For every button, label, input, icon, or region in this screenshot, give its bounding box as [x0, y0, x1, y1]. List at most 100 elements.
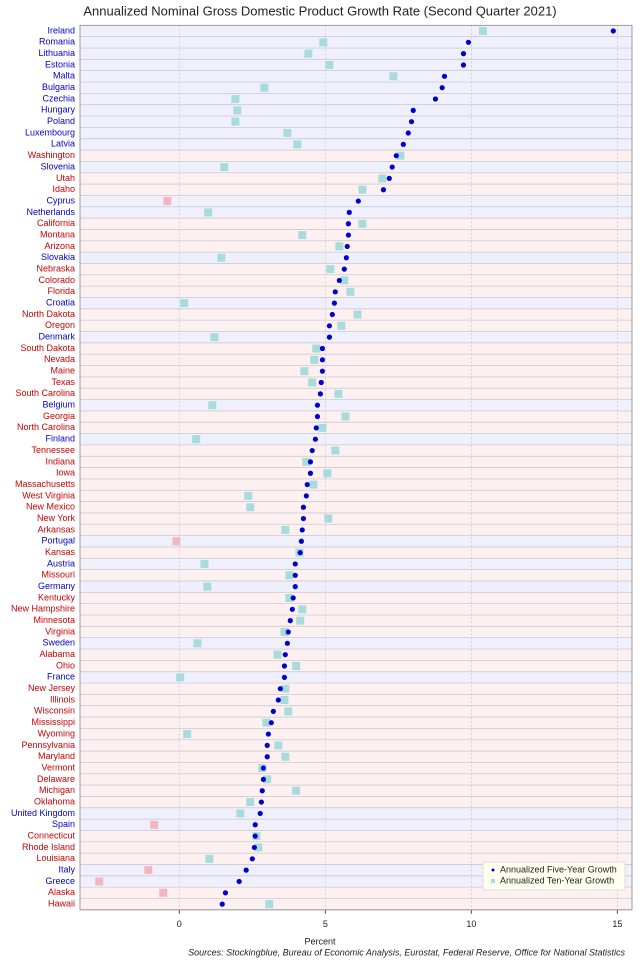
category-label: Maryland — [38, 751, 75, 761]
five-year-marker — [292, 561, 298, 567]
ten-year-marker — [326, 265, 335, 274]
row-band — [80, 841, 632, 854]
ten-year-marker — [281, 752, 290, 761]
five-year-marker — [465, 39, 472, 45]
row-band — [80, 614, 632, 627]
ten-year-marker — [300, 367, 309, 376]
category-label: Latvia — [51, 139, 75, 149]
ten-year-marker — [312, 344, 321, 353]
five-year-marker — [270, 708, 276, 714]
source-note: Sources: Stockingblue, Bureau of Economi… — [188, 947, 625, 957]
ten-year-marker — [210, 333, 219, 342]
plot-frame — [79, 24, 633, 911]
row-band — [80, 229, 632, 241]
row-band — [80, 342, 632, 355]
category-label: Lithuania — [38, 48, 75, 58]
category-label: Greece — [45, 876, 75, 886]
five-year-marker — [319, 368, 326, 374]
ten-year-marker — [324, 514, 333, 523]
row-band — [80, 819, 632, 831]
category-label: Portugal — [41, 536, 75, 546]
row-band — [80, 717, 632, 729]
ten-year-marker — [298, 605, 307, 614]
x-axis-label: Percent — [304, 936, 336, 946]
row-band — [80, 422, 632, 434]
five-year-marker — [380, 187, 387, 193]
five-year-marker — [313, 425, 319, 431]
legend-marker — [491, 868, 495, 872]
five-year-marker — [264, 754, 270, 760]
ten-year-marker — [340, 276, 349, 285]
row-band — [80, 524, 632, 536]
five-year-marker — [275, 697, 281, 703]
category-label: Poland — [47, 116, 75, 126]
row-band — [80, 104, 632, 117]
category-label: Cyprus — [46, 195, 75, 205]
five-year-marker — [292, 572, 298, 578]
ten-year-marker — [246, 503, 255, 512]
ten-year-marker — [203, 582, 212, 591]
category-label: Spain — [52, 819, 75, 829]
row-band — [80, 331, 632, 343]
ten-year-marker — [334, 389, 343, 398]
five-year-marker — [318, 379, 324, 386]
ten-year-marker — [159, 888, 168, 897]
five-year-marker — [314, 402, 321, 408]
row-band — [80, 773, 632, 786]
row-band — [80, 116, 632, 128]
row-band — [80, 297, 632, 309]
row-band — [80, 512, 632, 525]
category-label: Denmark — [38, 332, 75, 342]
category-label: Ohio — [56, 660, 75, 670]
row-band — [80, 535, 632, 547]
five-year-marker — [331, 300, 337, 306]
five-year-marker — [410, 107, 416, 113]
ten-year-marker — [262, 718, 271, 727]
row-band — [80, 376, 632, 389]
ten-year-marker — [302, 457, 311, 466]
category-label: France — [47, 672, 75, 682]
category-label: Hungary — [41, 105, 76, 115]
category-label: New Mexico — [26, 502, 75, 512]
row-band — [80, 25, 632, 37]
row-band — [80, 93, 632, 105]
category-label: Nebraska — [36, 263, 75, 273]
five-year-marker — [281, 674, 288, 680]
ten-year-marker — [309, 480, 318, 489]
five-year-marker — [441, 73, 448, 79]
ten-year-marker — [176, 673, 185, 682]
ten-year-marker — [281, 525, 290, 534]
ten-year-marker — [274, 741, 283, 750]
five-year-marker — [329, 311, 335, 318]
legend-box — [482, 861, 626, 891]
ten-year-marker — [310, 355, 319, 364]
five-year-marker — [299, 527, 305, 533]
category-label: Tennessee — [31, 445, 75, 455]
five-year-marker — [297, 550, 303, 556]
category-label: Massachusetts — [15, 479, 76, 489]
category-label: Estonia — [45, 59, 75, 69]
category-label: South Carolina — [15, 388, 75, 398]
row-band — [80, 807, 632, 820]
ten-year-marker — [246, 798, 255, 807]
row-band — [80, 138, 632, 151]
row-band — [80, 467, 632, 479]
row-band — [80, 875, 632, 888]
five-year-marker — [319, 345, 326, 352]
row-band — [80, 274, 632, 287]
five-year-marker — [389, 164, 395, 170]
five-year-marker — [345, 221, 352, 227]
category-label: Malta — [53, 71, 75, 81]
ten-year-marker — [378, 174, 387, 183]
ten-year-marker — [353, 310, 362, 319]
ten-year-marker — [358, 219, 367, 228]
five-year-marker — [432, 96, 439, 102]
row-band — [80, 206, 632, 219]
ten-year-marker — [284, 707, 293, 716]
ten-year-marker — [283, 129, 292, 138]
category-label: Virginia — [45, 626, 75, 636]
category-label: New York — [37, 513, 76, 523]
row-band — [80, 47, 632, 60]
five-year-marker — [258, 799, 264, 805]
